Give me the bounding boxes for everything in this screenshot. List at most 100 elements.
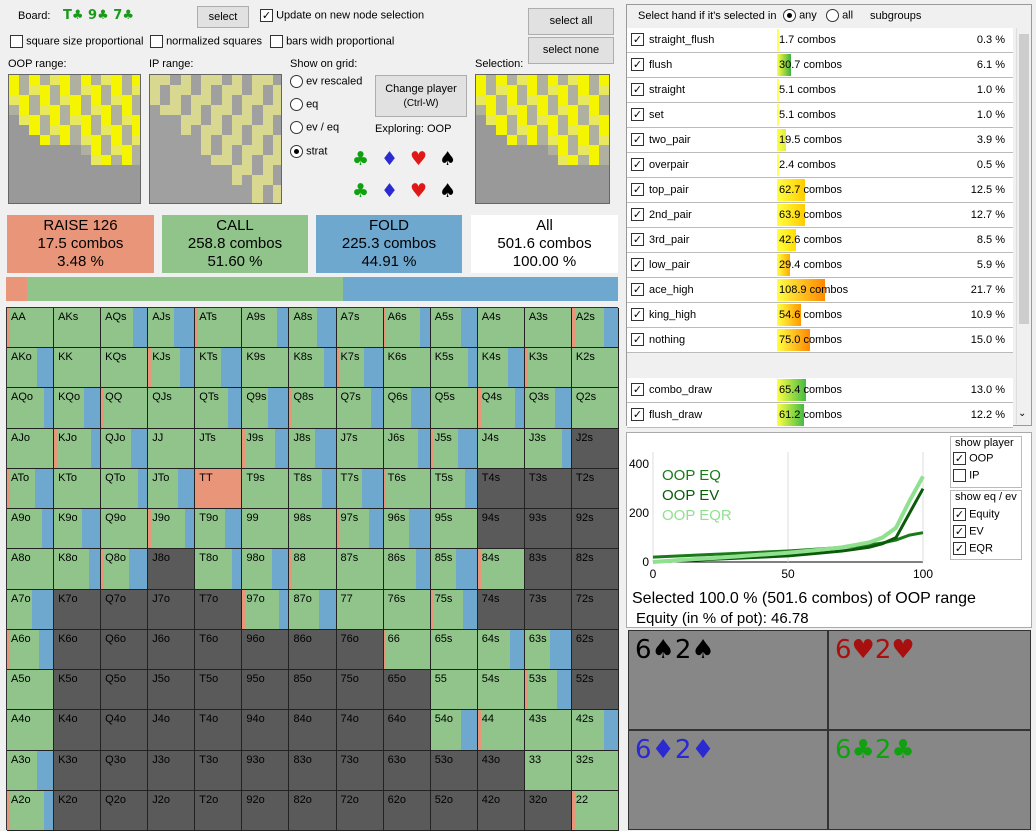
hand-cell[interactable]: T3o bbox=[195, 750, 243, 791]
hand-cell[interactable]: T8o bbox=[195, 549, 243, 590]
hand-cell[interactable]: T5o bbox=[195, 670, 243, 711]
hand-cell[interactable]: T2o bbox=[195, 790, 243, 831]
hand-cell[interactable]: 85s bbox=[430, 549, 478, 590]
hand-cell[interactable]: K8o bbox=[54, 549, 102, 590]
radio-any[interactable]: any bbox=[783, 9, 817, 22]
category-checkbox[interactable] bbox=[631, 383, 644, 396]
hand-cell[interactable]: 74s bbox=[477, 589, 525, 630]
hand-cell[interactable]: T7o bbox=[195, 589, 243, 630]
hand-cell[interactable]: 99 bbox=[242, 509, 290, 550]
hand-cell[interactable]: 53s bbox=[524, 670, 572, 711]
hand-cell[interactable]: AQo bbox=[7, 388, 55, 429]
categories-scrollbar[interactable]: ⌄ bbox=[1016, 28, 1030, 424]
hand-cell[interactable]: 54s bbox=[477, 670, 525, 711]
hand-cell[interactable]: 64s bbox=[477, 629, 525, 671]
hand-cell[interactable]: A9s bbox=[242, 308, 290, 349]
radio-eq[interactable]: eq bbox=[290, 98, 318, 111]
category-checkbox[interactable] bbox=[631, 333, 644, 346]
hand-cell[interactable]: 44 bbox=[477, 710, 525, 751]
hand-cell[interactable]: K9s bbox=[242, 348, 290, 389]
hand-cell[interactable]: J2o bbox=[148, 790, 196, 831]
heart-icon[interactable]: ♥ bbox=[410, 148, 428, 170]
hand-cell[interactable]: A6o bbox=[7, 629, 55, 671]
hand-cell[interactable]: Q7o bbox=[101, 589, 149, 630]
category-checkbox[interactable] bbox=[631, 33, 644, 46]
hand-cell[interactable]: J5s bbox=[430, 428, 478, 469]
hand-cell[interactable]: 92o bbox=[242, 790, 290, 831]
hand-cell[interactable]: 32s bbox=[571, 750, 619, 791]
hand-cell[interactable]: 73o bbox=[336, 750, 384, 791]
hand-cell[interactable]: 62o bbox=[383, 790, 431, 831]
hand-cell[interactable]: A4s bbox=[477, 308, 525, 349]
hand-cell[interactable]: K5s bbox=[430, 348, 478, 389]
category-row[interactable]: two_pair 19.5 combos 3.9 % bbox=[627, 128, 1013, 153]
hand-cell[interactable]: AJs bbox=[148, 308, 196, 349]
hand-cell[interactable]: K6o bbox=[54, 629, 102, 671]
category-row[interactable]: straight 5.1 combos 1.0 % bbox=[627, 78, 1013, 103]
hand-cell[interactable]: A7o bbox=[7, 589, 55, 630]
hand-cell[interactable]: J3o bbox=[148, 750, 196, 791]
hand-cell[interactable]: K7s bbox=[336, 348, 384, 389]
hand-cell[interactable]: 96o bbox=[242, 629, 290, 671]
category-row[interactable]: overpair 2.4 combos 0.5 % bbox=[627, 153, 1013, 178]
hand-cell[interactable]: T4s bbox=[477, 468, 525, 510]
select-all-button[interactable]: select all bbox=[528, 8, 614, 35]
hand-cell[interactable]: T4o bbox=[195, 710, 243, 751]
hand-cell[interactable]: 75s bbox=[430, 589, 478, 630]
hand-cell[interactable]: 84o bbox=[289, 710, 337, 751]
category-row[interactable]: ace_high 108.9 combos 21.7 % bbox=[627, 278, 1013, 303]
hand-cell[interactable]: A6s bbox=[383, 308, 431, 349]
hand-cell[interactable]: K4s bbox=[477, 348, 525, 389]
hand-cell[interactable]: 92s bbox=[571, 509, 619, 550]
spade-icon[interactable]: ♠ bbox=[439, 180, 457, 202]
hand-cell[interactable]: 94o bbox=[242, 710, 290, 751]
hand-cell[interactable]: KQs bbox=[101, 348, 149, 389]
category-row[interactable]: low_pair 29.4 combos 5.9 % bbox=[627, 253, 1013, 278]
hand-cell[interactable]: 98o bbox=[242, 549, 290, 590]
hand-cell[interactable]: Q3s bbox=[524, 388, 572, 429]
hand-cell[interactable]: 55 bbox=[430, 670, 478, 711]
hand-cell[interactable]: KTs bbox=[195, 348, 243, 389]
hand-cell[interactable]: 62s bbox=[571, 629, 619, 671]
hand-cell[interactable]: KTo bbox=[54, 468, 102, 510]
category-checkbox[interactable] bbox=[631, 258, 644, 271]
oop-range-grid[interactable] bbox=[8, 74, 141, 204]
show-equity-option[interactable]: Equity bbox=[953, 508, 1000, 521]
hand-cell[interactable]: 76s bbox=[383, 589, 431, 630]
hand-cell[interactable]: 65o bbox=[383, 670, 431, 711]
hand-cell[interactable]: 74o bbox=[336, 710, 384, 751]
hand-cell[interactable]: QTo bbox=[101, 468, 149, 510]
hand-cell[interactable]: 54o bbox=[430, 710, 478, 751]
hand-cell[interactable]: 76o bbox=[336, 629, 384, 671]
hand-cell[interactable]: 64o bbox=[383, 710, 431, 751]
hand-cell[interactable]: A8s bbox=[289, 308, 337, 349]
hand-cell[interactable]: J4s bbox=[477, 428, 525, 469]
hand-cell[interactable]: 52o bbox=[430, 790, 478, 831]
hand-cell[interactable]: 32o bbox=[524, 790, 572, 831]
club-icon[interactable]: ♣ bbox=[352, 148, 370, 170]
hand-cell[interactable]: Q8s bbox=[289, 388, 337, 429]
hand-cell[interactable]: J2s bbox=[571, 428, 619, 469]
hand-cell[interactable]: 42o bbox=[477, 790, 525, 831]
hand-cell[interactable]: A3o bbox=[7, 750, 55, 791]
card-hearts[interactable]: 6♥2♥ bbox=[828, 630, 1031, 730]
card-clubs[interactable]: 6♣2♣ bbox=[828, 730, 1031, 830]
hand-cell[interactable]: K9o bbox=[54, 509, 102, 550]
category-checkbox[interactable] bbox=[631, 308, 644, 321]
hand-cell[interactable]: AKo bbox=[7, 348, 55, 389]
hand-cell[interactable]: 85o bbox=[289, 670, 337, 711]
hand-cell[interactable]: 97o bbox=[242, 589, 290, 630]
all-summary[interactable]: All 501.6 combos 100.00 % bbox=[471, 215, 618, 273]
hand-cell[interactable]: 94s bbox=[477, 509, 525, 550]
category-row[interactable]: flush 30.7 combos 6.1 % bbox=[627, 53, 1013, 78]
hand-cell[interactable]: T6s bbox=[383, 468, 431, 510]
hand-cell[interactable]: T7s bbox=[336, 468, 384, 510]
hand-cell[interactable]: QJs bbox=[148, 388, 196, 429]
selection-grid[interactable] bbox=[475, 74, 610, 204]
hand-cell[interactable]: A8o bbox=[7, 549, 55, 590]
update-option[interactable]: Update on new node selection bbox=[260, 9, 424, 22]
club-icon[interactable]: ♣ bbox=[352, 180, 370, 202]
hand-cell[interactable]: 86s bbox=[383, 549, 431, 590]
hand-cell[interactable]: 66 bbox=[383, 629, 431, 671]
hand-cell[interactable]: 93o bbox=[242, 750, 290, 791]
